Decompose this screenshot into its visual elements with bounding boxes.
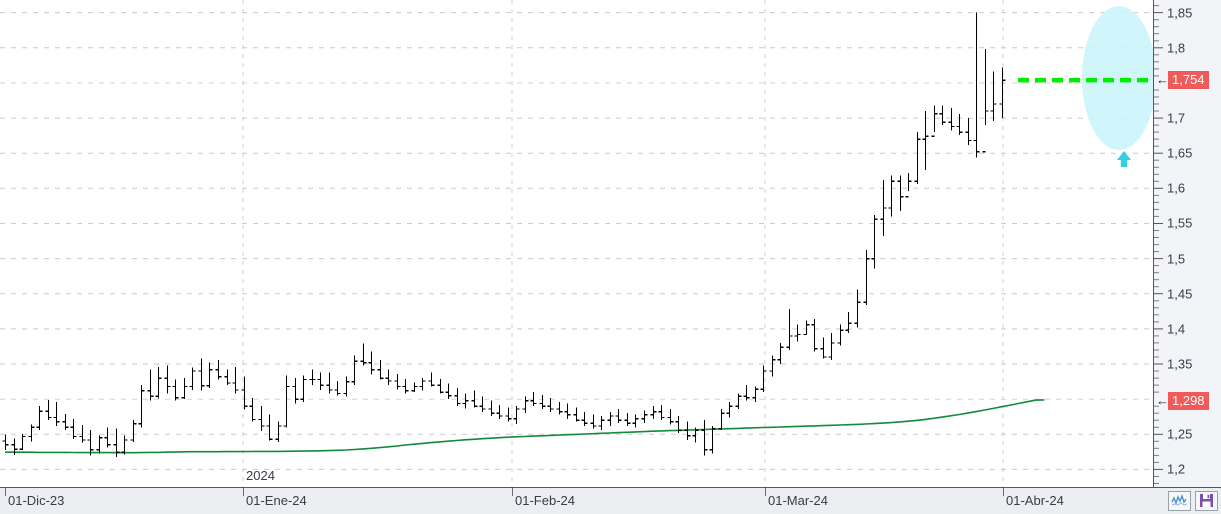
date-axis-label: 01-Abr-24 — [1006, 493, 1064, 508]
price-tag-arrow: ← — [1156, 72, 1169, 88]
date-axis-label: 01-Mar-24 — [768, 493, 828, 508]
save-button[interactable] — [1195, 490, 1218, 511]
price-axis-label: 1,65 — [1167, 145, 1193, 161]
price-axis-label: 1,55 — [1167, 215, 1193, 231]
date-axis-tick — [1003, 488, 1004, 496]
price-axis-label: 1,35 — [1167, 356, 1193, 372]
price-axis-label: 1,4 — [1167, 321, 1186, 337]
price-tag-arrow: ← — [1156, 392, 1169, 408]
date-axis-tick — [243, 488, 244, 496]
date-axis-label: 01-Dic-23 — [8, 493, 65, 508]
price-axis-label: 1,85 — [1167, 5, 1193, 21]
price-axis-label: 1,5 — [1167, 251, 1186, 267]
date-axis-label: 01-Ene-24 — [246, 493, 307, 508]
chart-plot-area[interactable] — [0, 0, 1153, 487]
save-floppy-icon — [1200, 494, 1213, 507]
current-price-tag[interactable]: 1,754 — [1168, 71, 1209, 90]
year-marker-label: 2024 — [246, 468, 275, 483]
date-axis-tick — [5, 488, 6, 496]
date-axis[interactable]: 01-Dic-23 01-Ene-24 01-Feb-24 01-Mar-24 01-A… — [0, 487, 1221, 514]
current-price-tag[interactable]: 1,298 — [1168, 391, 1209, 410]
price-axis-label: 1,6 — [1167, 180, 1186, 196]
chart-canvas — [0, 0, 1153, 487]
price-axis-label: 1,8 — [1167, 40, 1186, 56]
date-axis-tick — [765, 488, 766, 496]
price-axis-label: 1,45 — [1167, 286, 1193, 302]
price-axis-label: 1,25 — [1167, 426, 1193, 442]
chart-wave-icon — [1171, 494, 1188, 506]
price-axis-ticks — [1154, 5, 1163, 484]
chart-wave-icon-button[interactable] — [1168, 490, 1191, 511]
price-axis-label: 1,2 — [1167, 461, 1186, 477]
date-axis-label: 01-Feb-24 — [515, 493, 575, 508]
date-axis-tick — [512, 488, 513, 496]
price-axis-label: 1,7 — [1167, 110, 1186, 126]
chart-toolbar — [1168, 490, 1218, 511]
price-axis[interactable]: 1,85 1,8 1,7 1,65 1,6 1,55 1,5 1,45 1,4 1,35 1,25 1… — [1153, 0, 1221, 487]
